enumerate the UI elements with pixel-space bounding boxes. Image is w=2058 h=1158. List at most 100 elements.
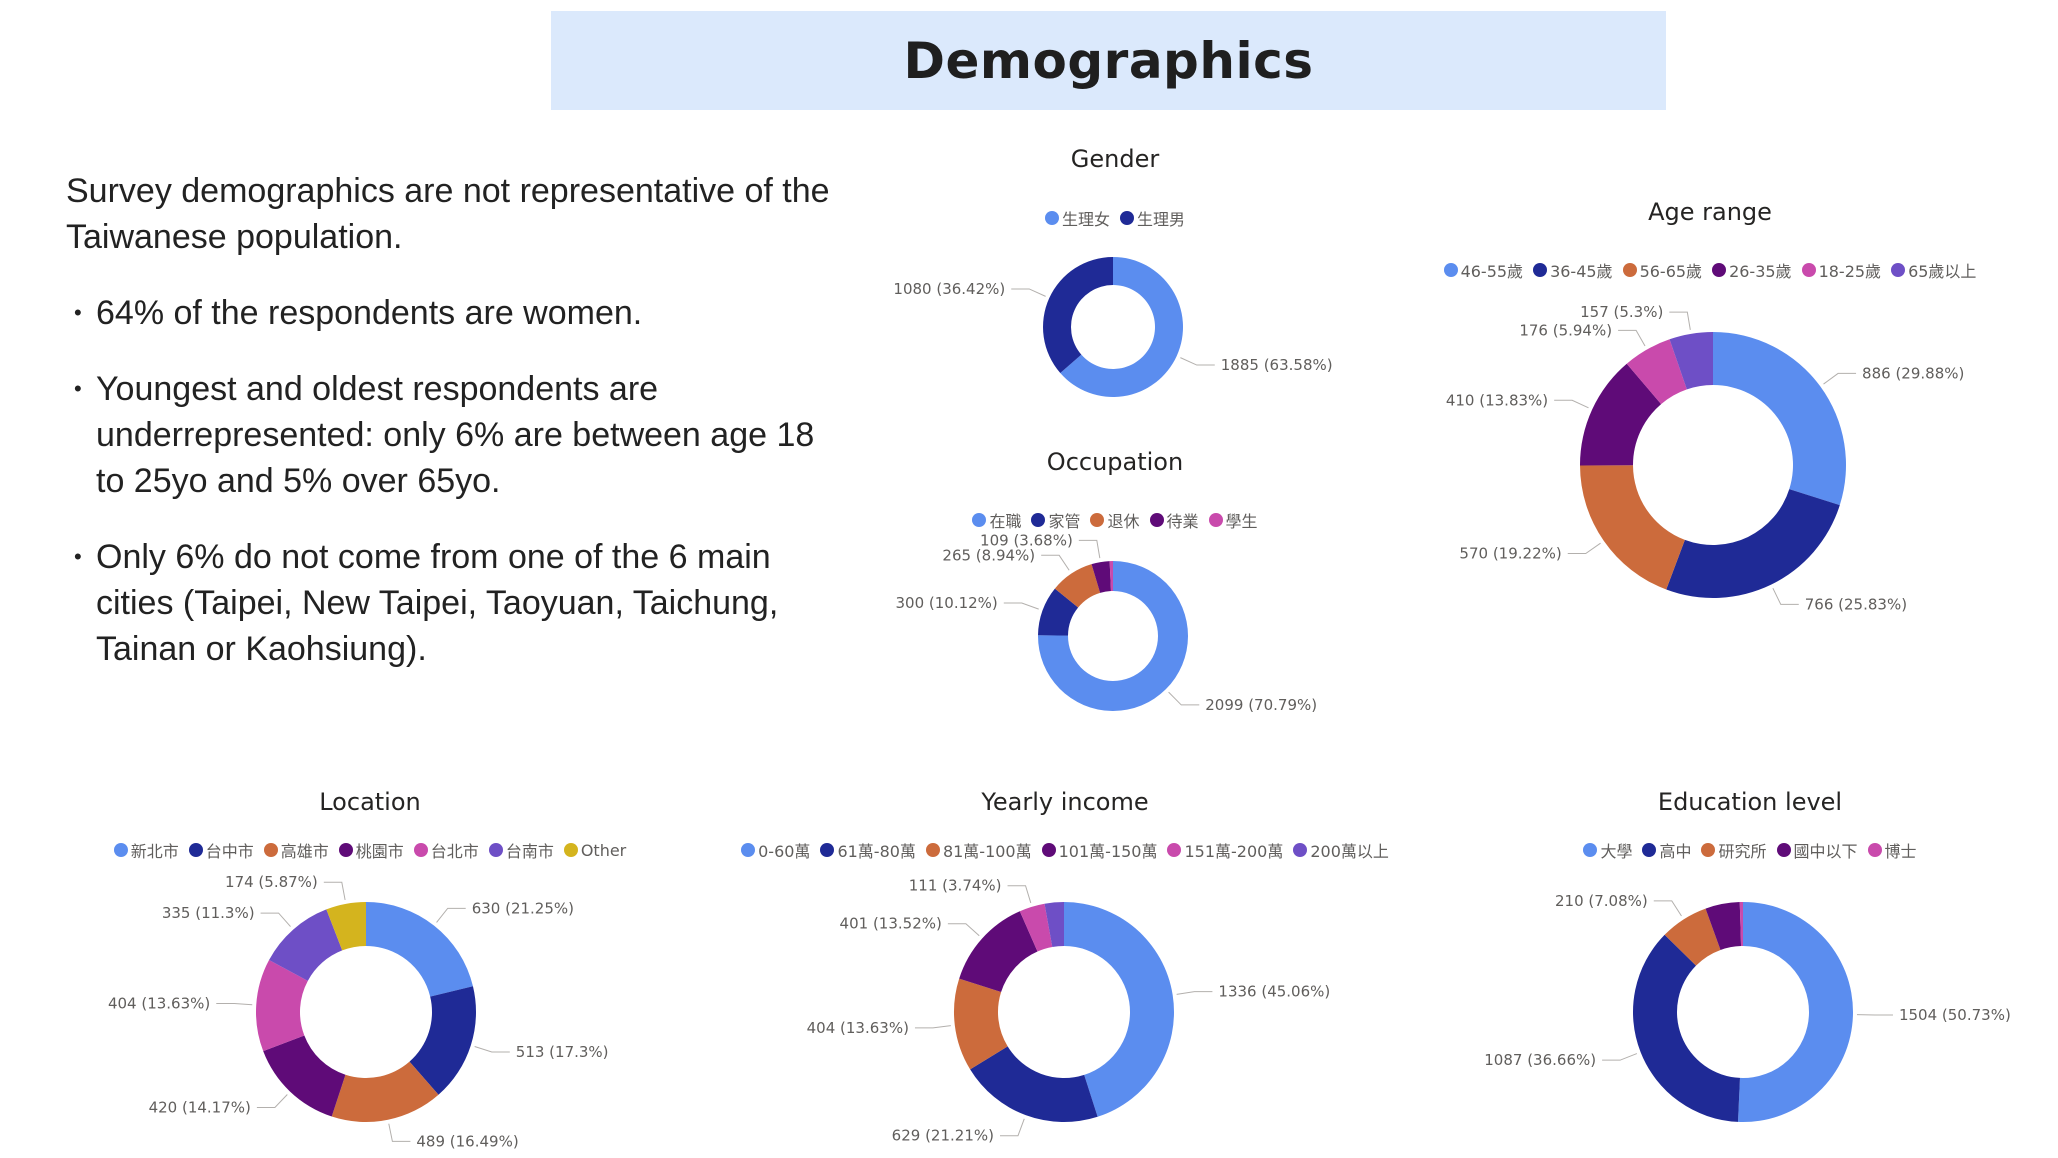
- age-slice-5[interactable]: [1669, 332, 1713, 390]
- income-slice-5[interactable]: [1044, 902, 1064, 948]
- legend-swatch-icon: [1867, 843, 1882, 857]
- legend-label: 81萬-100萬: [942, 842, 1032, 861]
- occupation-legend: 在職 家管 退休 待業 學生: [900, 508, 1330, 532]
- legend-item[interactable]: 在職: [972, 508, 1021, 532]
- occupation-slice-4[interactable]: [1109, 561, 1113, 592]
- age-slice-0[interactable]: [1713, 332, 1846, 506]
- age-leader-line: [1618, 329, 1646, 347]
- location-data-label: 174 (5.87%): [225, 873, 318, 891]
- education-data-label: 210 (7.08%): [1555, 892, 1648, 910]
- legend-label: 61萬-80萬: [837, 842, 916, 861]
- legend-label: 台南市: [505, 842, 554, 861]
- occupation-slice-2[interactable]: [1054, 564, 1101, 608]
- age-slice-3[interactable]: [1580, 363, 1662, 466]
- location-slice-2[interactable]: [331, 1061, 439, 1122]
- education-donut: 1504 (50.73%) 1087 (36.66%) 210 (7.08%): [1484, 892, 2011, 1122]
- age-slice-4[interactable]: [1626, 339, 1687, 405]
- income-slice-0[interactable]: [1064, 902, 1174, 1117]
- age-slice-2[interactable]: [1580, 465, 1685, 590]
- legend-swatch-icon: [1642, 843, 1657, 857]
- location-legend: 新北市 台中市 高雄市 桃園市 台北市 台南市 Other: [60, 838, 680, 862]
- location-slice-6[interactable]: [326, 902, 366, 951]
- legend-item[interactable]: 36-45歲: [1533, 258, 1613, 282]
- legend-item[interactable]: 博士: [1867, 838, 1917, 862]
- legend-swatch-icon: [1041, 843, 1056, 857]
- legend-label: 0-60萬: [758, 842, 811, 861]
- age-leader-line: [1772, 587, 1799, 605]
- legend-item[interactable]: 高中: [1642, 838, 1691, 862]
- legend-item[interactable]: 56-65歲: [1622, 258, 1703, 282]
- legend-item[interactable]: 151萬-200萬: [1167, 838, 1283, 862]
- legend-item[interactable]: 待業: [1149, 508, 1199, 532]
- education-slice-1[interactable]: [1633, 934, 1740, 1122]
- income-data-label: 1336 (45.06%): [1218, 983, 1330, 1001]
- legend-swatch-icon: [338, 843, 353, 857]
- legend-label: 學生: [1225, 512, 1258, 531]
- location-leader-line: [256, 1094, 288, 1109]
- gender-slice-1[interactable]: [1043, 257, 1113, 374]
- legend-item[interactable]: 高雄市: [263, 838, 329, 862]
- legend-item[interactable]: 生理女: [1044, 206, 1110, 230]
- legend-label: 56-65歲: [1639, 262, 1703, 281]
- education-slice-4[interactable]: [1739, 902, 1743, 947]
- legend-item[interactable]: 101萬-150萬: [1041, 838, 1157, 862]
- income-leader-line: [1176, 991, 1213, 995]
- location-slice-3[interactable]: [263, 1035, 346, 1117]
- legend-item[interactable]: 桃園市: [338, 838, 404, 862]
- occupation-data-label: 109 (3.68%): [980, 531, 1073, 549]
- legend-item[interactable]: 65歲以上: [1891, 258, 1976, 282]
- education-slice-2[interactable]: [1664, 908, 1721, 966]
- legend-item[interactable]: 46-55歲: [1443, 258, 1523, 282]
- legend-item[interactable]: 61萬-80萬: [820, 838, 916, 862]
- gender-leader-line: [1011, 288, 1046, 297]
- legend-item[interactable]: 國中以下: [1776, 838, 1858, 862]
- legend-item[interactable]: 0-60萬: [741, 838, 810, 862]
- legend-item[interactable]: 新北市: [113, 838, 179, 862]
- education-leader-line: [1602, 1053, 1638, 1061]
- legend-item[interactable]: 18-25歲: [1801, 258, 1881, 282]
- legend-item[interactable]: 81萬-100萬: [925, 838, 1032, 862]
- legend-item[interactable]: 退休: [1090, 508, 1140, 532]
- age-leader-line: [1554, 399, 1589, 409]
- legend-item[interactable]: 研究所: [1701, 838, 1767, 862]
- income-leader-line: [914, 1025, 951, 1029]
- income-slice-2[interactable]: [954, 978, 1008, 1070]
- legend-item[interactable]: 家管: [1031, 508, 1080, 532]
- legend-swatch-icon: [188, 843, 203, 857]
- income-slice-4[interactable]: [1019, 903, 1053, 952]
- legend-swatch-icon: [1208, 513, 1223, 527]
- legend-item[interactable]: Other: [563, 838, 626, 862]
- location-slice-5[interactable]: [269, 909, 343, 981]
- gender-slice-0[interactable]: [1060, 257, 1183, 397]
- legend-label: 26-35歲: [1729, 262, 1792, 281]
- occupation-slice-3[interactable]: [1091, 561, 1111, 593]
- legend-item[interactable]: 台南市: [488, 838, 554, 862]
- legend-item[interactable]: 生理男: [1120, 206, 1185, 230]
- legend-item[interactable]: 學生: [1208, 508, 1258, 532]
- location-leader-line: [436, 907, 466, 923]
- income-slice-3[interactable]: [959, 911, 1038, 993]
- location-slice-4[interactable]: [256, 960, 308, 1052]
- location-slice-1[interactable]: [409, 986, 476, 1095]
- education-slice-0[interactable]: [1737, 902, 1853, 1122]
- location-chart: Location 新北市 台中市 高雄市 桃園市 台北市 台南市 Other 630 (21.2…: [60, 0, 680, 1150]
- income-data-label: 401 (13.52%): [840, 915, 942, 933]
- legend-swatch-icon: [1583, 843, 1598, 857]
- legend-item[interactable]: 台北市: [413, 838, 479, 862]
- location-data-label: 420 (14.17%): [149, 1099, 251, 1117]
- income-leader-line: [947, 923, 980, 937]
- age-slice-1[interactable]: [1666, 489, 1840, 598]
- location-slice-0[interactable]: [366, 902, 473, 997]
- location-leader-line: [388, 1123, 411, 1142]
- legend-item[interactable]: 26-35歲: [1712, 258, 1792, 282]
- occupation-slice-0[interactable]: [1038, 561, 1188, 711]
- summary-lead: Survey demographics are not representati…: [66, 172, 830, 256]
- income-slice-1[interactable]: [970, 1046, 1098, 1123]
- legend-label: 家管: [1048, 512, 1081, 531]
- legend-item[interactable]: 大學: [1583, 838, 1632, 862]
- occupation-slice-1[interactable]: [1038, 588, 1079, 636]
- legend-swatch-icon: [1712, 263, 1727, 277]
- legend-item[interactable]: 台中市: [188, 838, 254, 862]
- legend-item[interactable]: 200萬以上: [1293, 838, 1389, 862]
- education-slice-3[interactable]: [1705, 902, 1742, 950]
